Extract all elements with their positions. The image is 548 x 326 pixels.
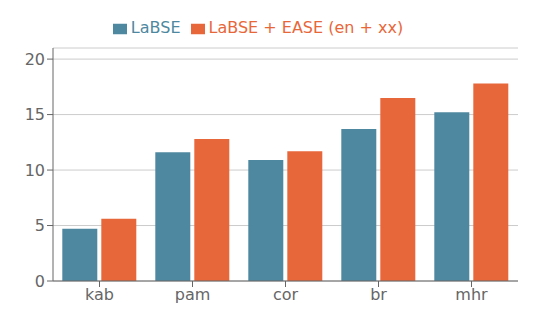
svg-text:cor: cor (273, 285, 299, 304)
svg-text:15: 15 (25, 105, 45, 124)
svg-text:mhr: mhr (455, 285, 488, 304)
html-text:LaBSE + EASE (en + xx): LaBSE + EASE (en + xx) (208, 18, 404, 37)
svg-text:20: 20 (25, 50, 45, 69)
svg-text:0: 0 (35, 272, 45, 291)
svg-text:10: 10 (25, 161, 45, 180)
svg-text:br: br (370, 285, 387, 304)
svg-text:5: 5 (35, 216, 45, 235)
svg-text:pam: pam (175, 285, 211, 304)
html-text:LaBSE: LaBSE (130, 18, 181, 37)
svg-text:kab: kab (85, 285, 114, 304)
